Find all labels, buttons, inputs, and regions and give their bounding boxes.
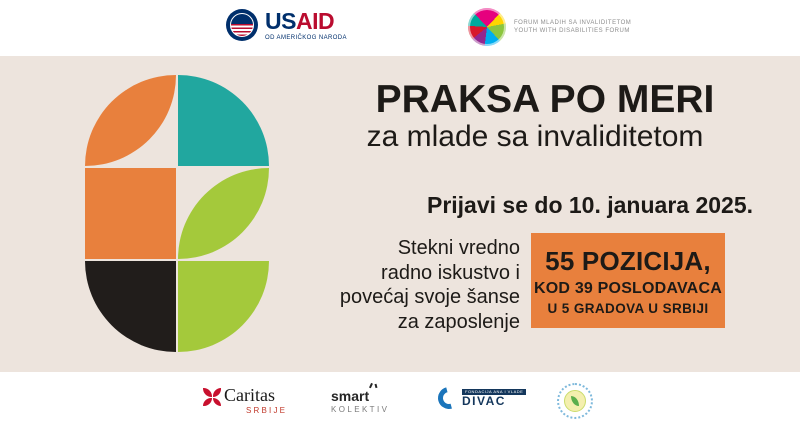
usaid-emblem-icon [226, 9, 258, 41]
stats-badge: 55 POZICIJA, KOD 39 POSLODAVACA U 5 GRAD… [531, 233, 725, 328]
stats-cities: U 5 GRADOVA U SRBIJI [547, 300, 709, 316]
caritas-petal [212, 397, 221, 406]
abstract-glyph [85, 75, 269, 352]
caritas-wordmark: Caritas SRBIJE [224, 385, 288, 416]
usaid-wordmark: USAID OD AMERIČKOG NARODA [265, 7, 347, 41]
usaid-tagline: OD AMERIČKOG NARODA [265, 34, 347, 41]
usaid-logo: USAID OD AMERIČKOG NARODA [226, 9, 347, 41]
pitch-text: Stekni vredno radno iskustvo i povećaj s… [340, 236, 520, 334]
circular-badge-leaf-icon [571, 396, 579, 406]
divac-name: DIVAC [462, 393, 506, 408]
glyph-tile-lime-leaf [178, 168, 269, 259]
divac-wordmark: FONDACIJA ANA I VLADE DIVAC [462, 388, 527, 408]
deadline-text: Prijavi se do 10. januara 2025. [426, 192, 754, 218]
smart-name: smart [331, 388, 370, 404]
divac-foundation-logo: FONDACIJA ANA I VLADE DIVAC [433, 382, 527, 414]
hero-section: PRAKSA PO MERI za mlade sa invaliditetom… [0, 56, 800, 372]
usaid-brand: USAID [265, 7, 347, 34]
circular-badge-center [564, 390, 586, 412]
divac-swoosh-icon [433, 382, 465, 414]
page-subtitle: za mlade sa invaliditetom [366, 120, 704, 153]
glyph-tile-orange-leaf [85, 75, 176, 166]
pitch-line-1: Stekni vredno [397, 237, 520, 259]
caritas-logo: Caritas SRBIJE [203, 386, 287, 415]
caritas-name: Caritas [224, 385, 275, 405]
divac-foundation-text: FONDACIJA ANA I VLADE [462, 388, 527, 395]
caritas-petal [212, 388, 221, 397]
caritas-cross-icon [203, 388, 221, 406]
pitch-line-4: za zaposlenje [397, 310, 520, 333]
footer-bar: Caritas SRBIJE smart KOLEKTIV FONDACIJA … [0, 372, 800, 425]
fmi-line-english: YOUTH WITH DISABILITIES FORUM [514, 28, 630, 34]
pitch-line-3: povećaj svoje šanse [339, 286, 520, 308]
usaid-brand-aid: AID [295, 7, 335, 34]
glyph-tile-black-quarter [85, 261, 176, 352]
smart-kolektiv-logo: smart KOLEKTIV [331, 389, 389, 414]
fmi-line-serbian: FORUM MLADIH SA INVALIDITETOM [514, 20, 632, 26]
stats-positions: 55 POZICIJA, [545, 245, 711, 276]
fmi-wordmark: FORUM MLADIH SA INVALIDITETOM YOUTH WITH… [514, 20, 631, 34]
caritas-petal [203, 397, 212, 406]
circular-badge-logo [557, 383, 593, 419]
fmi-logo: FORUM MLADIH SA INVALIDITETOM YOUTH WITH… [468, 8, 631, 46]
header-bar: USAID OD AMERIČKOG NARODA FORUM MLADIH S… [0, 0, 800, 56]
glyph-tile-lime-quarter [178, 261, 269, 352]
fmi-globe-icon [468, 8, 506, 46]
caritas-petal [203, 388, 212, 397]
page-title: PRAKSA PO MERI [375, 78, 715, 121]
caritas-sub: SRBIJE [246, 406, 288, 415]
usaid-emblem-stripes [230, 13, 254, 37]
usaid-brand-us: US [265, 7, 296, 34]
glyph-tile-orange-square [85, 168, 176, 259]
smart-sub: KOLEKTIV [331, 405, 390, 414]
pitch-line-2: radno iskustvo i [381, 261, 520, 284]
stats-employers: KOD 39 POSLODAVACA [534, 279, 722, 297]
glyph-tile-teal-quarter [178, 75, 269, 166]
